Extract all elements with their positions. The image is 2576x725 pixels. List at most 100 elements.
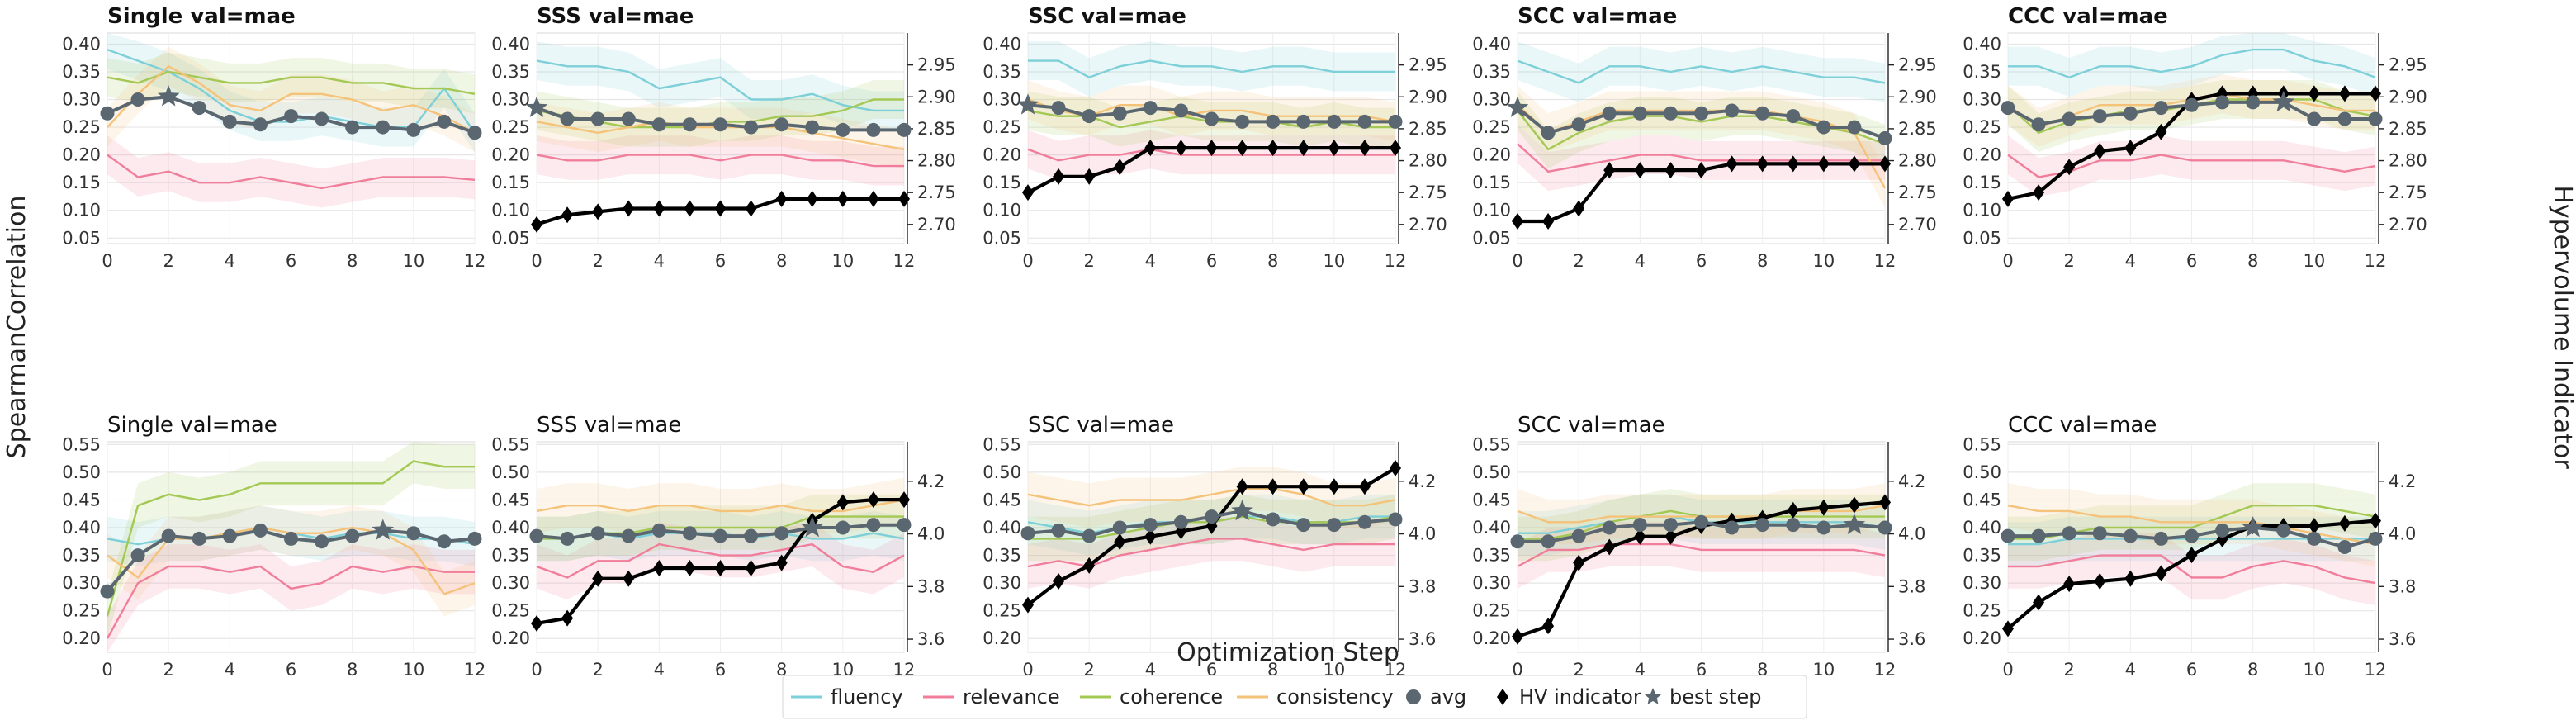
x-tick-label: 4: [1635, 251, 1646, 271]
avg-point: [1357, 114, 1372, 129]
subplot-title: SSS val=mae: [537, 413, 681, 438]
y-tick-label: 0.30: [1472, 573, 1511, 593]
avg-point: [836, 520, 850, 535]
avg-point: [1847, 120, 1862, 135]
x-tick-label: 2: [592, 660, 603, 680]
x-tick-label: 2: [2063, 660, 2074, 680]
x-tick-label: 8: [1267, 660, 1278, 680]
hv-indicator-point: [1664, 162, 1677, 179]
x-tick-label: 6: [1206, 660, 1217, 680]
avg-point: [2153, 101, 2168, 116]
hv-indicator-point: [531, 216, 542, 233]
avg-point: [345, 528, 360, 543]
fluency-band: [537, 41, 904, 130]
subplot-r1-c1: SSS val=mae 0.20 0.25 0.30 0.35 0.40 0.45 0.50 0…: [491, 413, 945, 680]
y-tick-label: 0.30: [1963, 573, 2001, 593]
x-tick-label: 8: [2247, 251, 2258, 271]
subplot-r0-c4: CCC val=mae 0.05 0.10 0.15 0.20 0.25 0.30 0.35 0…: [1963, 4, 2427, 271]
hv-indicator-point: [836, 494, 849, 511]
avg-point: [1112, 520, 1127, 535]
avg-point: [560, 111, 575, 126]
hv-indicator-point: [1083, 168, 1096, 185]
hv-indicator-point: [1267, 478, 1279, 495]
hv-indicator-point: [1236, 478, 1248, 495]
hv-indicator-point: [1634, 162, 1646, 179]
hv-tick-label: 2.70: [1409, 215, 1447, 235]
hv-indicator-point: [1695, 162, 1707, 179]
hv-indicator-point: [2338, 514, 2351, 532]
x-tick-label: 6: [286, 660, 296, 680]
avg-point: [1878, 520, 1892, 535]
x-tick-label: 10: [2303, 660, 2325, 680]
y-tick-label: 0.40: [1472, 518, 1511, 538]
y-tick-label: 0.20: [983, 628, 1021, 648]
hv-indicator-point: [714, 560, 727, 576]
best-step-marker: [372, 519, 395, 540]
hv-tick-label: 2.90: [1409, 87, 1447, 107]
y-tick-label: 0.15: [1472, 173, 1511, 192]
avg-point: [651, 523, 666, 538]
legend-item-coherence: coherence: [1080, 685, 1223, 708]
subplot-r1-c4: CCC val=mae 0.20 0.25 0.30 0.35 0.40 0.45 0.50 0…: [1963, 413, 2416, 680]
y-tick-label: 0.05: [983, 228, 1021, 248]
hv-indicator-point: [1390, 459, 1401, 476]
x-tick-label: 2: [163, 660, 173, 680]
y-tick-label: 0.55: [1963, 434, 2001, 454]
avg-point: [192, 101, 206, 116]
x-tick-label: 0: [1512, 660, 1522, 680]
hv-indicator-point: [1573, 200, 1585, 217]
hv-tick-label: 2.80: [917, 151, 956, 171]
y-axis-label-left: SpearmanCorrelation: [2, 196, 31, 459]
hv-indicator-point: [2033, 594, 2045, 611]
avg-point: [2246, 95, 2261, 110]
avg-point: [1816, 520, 1831, 535]
best-step-marker: [1016, 93, 1039, 115]
x-tick-label: 12: [893, 251, 916, 271]
y-tick-label: 0.40: [62, 518, 101, 538]
x-tick-label: 10: [402, 660, 424, 680]
hv-tick-label: 4.0: [2389, 524, 2416, 544]
hv-indicator-point: [806, 190, 818, 207]
y-tick-label: 0.40: [491, 518, 530, 538]
avg-point: [284, 531, 298, 546]
y-tick-label: 0.20: [62, 145, 101, 165]
avg-point: [1878, 131, 1892, 145]
avg-point: [467, 531, 482, 546]
y-tick-label: 0.30: [983, 573, 1021, 593]
x-tick-label: 10: [1812, 660, 1835, 680]
hv-tick-label: 3.6: [1898, 629, 1925, 649]
hv-tick-label: 2.70: [1898, 215, 1937, 235]
x-tick-label: 8: [347, 660, 358, 680]
avg-point: [713, 117, 727, 132]
y-tick-label: 0.35: [1963, 546, 2001, 566]
avg-point: [2368, 531, 2383, 546]
hv-indicator-point: [2124, 140, 2137, 157]
avg-point: [1051, 101, 1066, 116]
subplot-r1-c0: Single val=mae 0.20 0.25 0.30 0.35 0.40 0.45 0.…: [62, 413, 485, 680]
x-tick-label: 12: [1385, 251, 1407, 271]
hv-indicator-point: [1144, 528, 1157, 545]
relevance-line: [107, 154, 476, 190]
avg-point: [529, 528, 544, 543]
hv-indicator-point: [1114, 533, 1126, 551]
x-tick-label: 8: [1267, 251, 1278, 271]
x-tick-label: 12: [464, 660, 486, 680]
y-tick-label: 0.25: [491, 117, 530, 137]
x-tick-label: 4: [225, 660, 235, 680]
coherence-line: [106, 460, 475, 617]
hv-indicator-point: [1114, 159, 1126, 176]
hv-tick-label: 2.70: [917, 215, 956, 235]
x-tick-label: 6: [715, 660, 726, 680]
avg-point: [621, 111, 636, 126]
fluency-line: [2008, 48, 2376, 78]
hv-tick-label: 2.75: [1898, 182, 1937, 202]
y-tick-label: 0.15: [62, 173, 101, 192]
avg-point: [1205, 509, 1219, 524]
y-tick-label: 0.25: [1963, 117, 2001, 137]
x-tick-label: 2: [1083, 251, 1094, 271]
hv-indicator-point: [2185, 547, 2198, 564]
avg-point: [437, 534, 452, 549]
hv-tick-label: 2.85: [1898, 119, 1937, 139]
hv-tick-label: 4.2: [2389, 471, 2416, 491]
x-tick-label: 4: [1145, 251, 1156, 271]
